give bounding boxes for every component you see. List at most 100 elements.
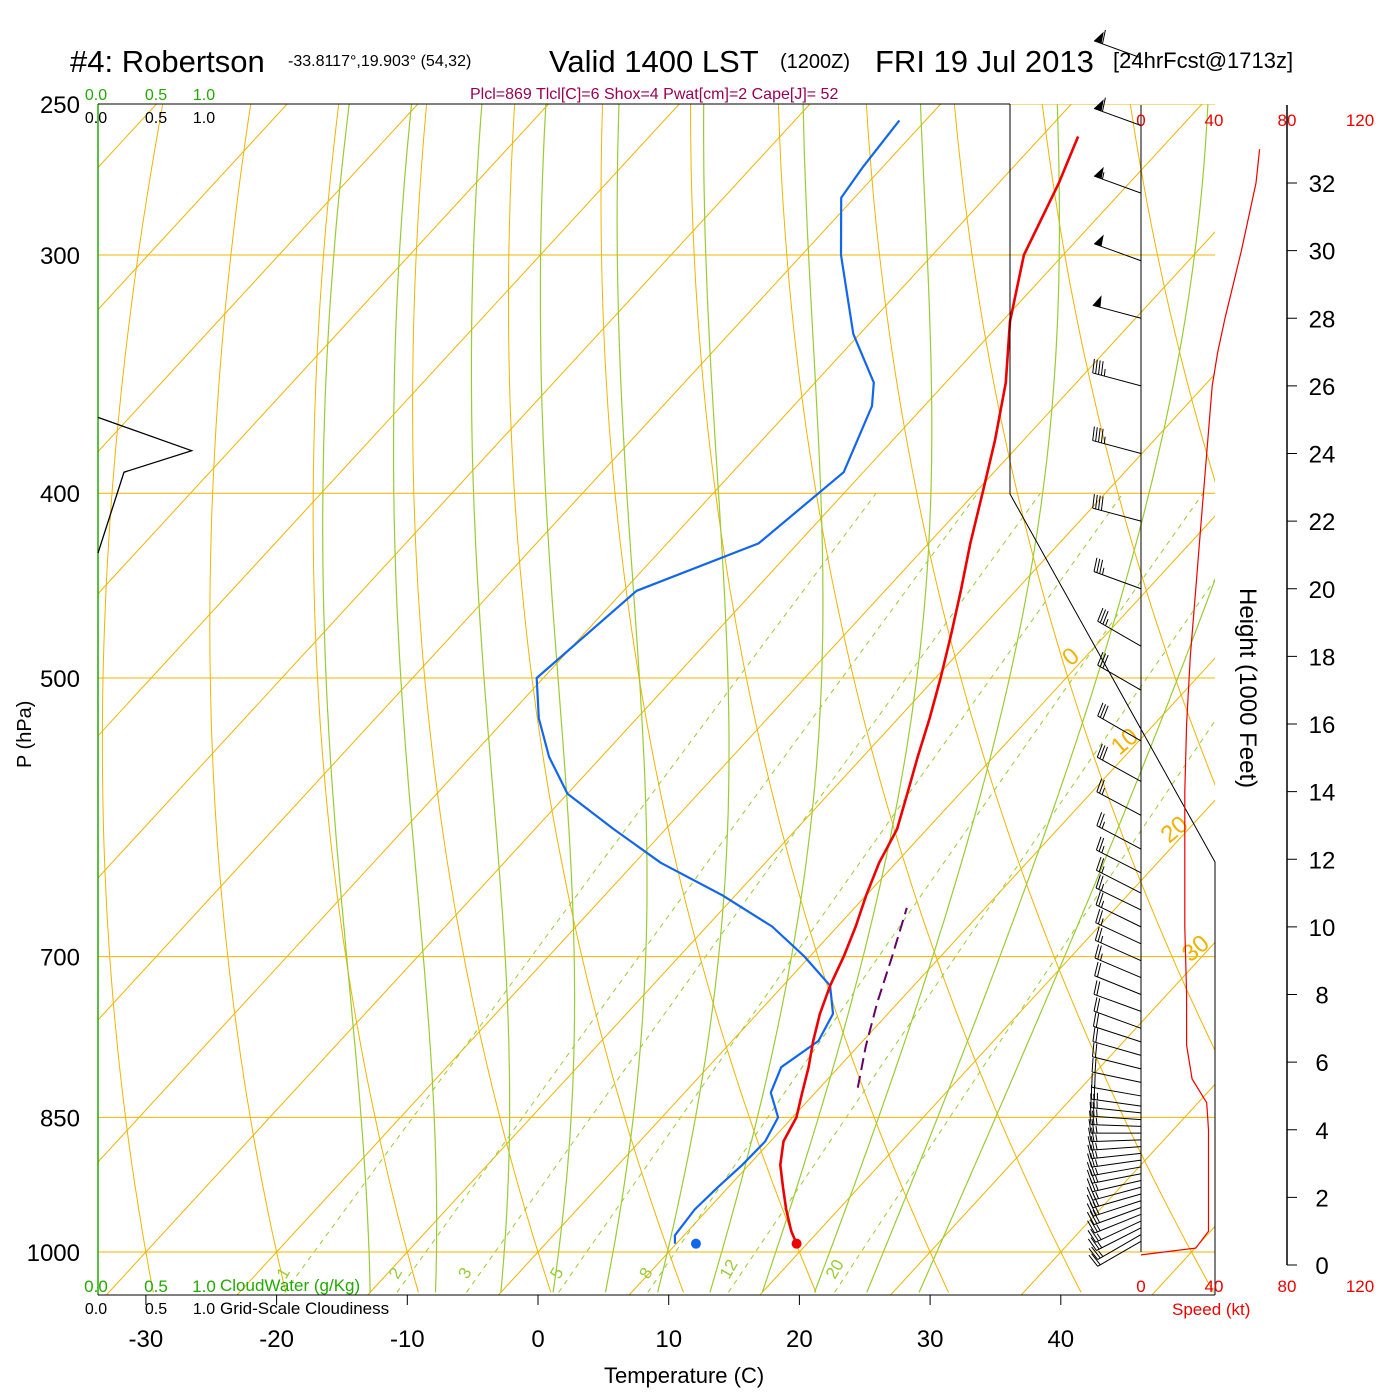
wind-barb xyxy=(1095,874,1142,911)
dry-adiabat-line xyxy=(508,104,684,1293)
barb-shaft xyxy=(1092,1179,1142,1193)
barb-full xyxy=(1101,29,1106,44)
barb-full xyxy=(1092,358,1095,373)
wind-barb xyxy=(1092,426,1142,454)
barb-half xyxy=(1101,567,1105,575)
cloudiness-profile xyxy=(97,416,194,554)
dry-adiabat-line xyxy=(312,104,419,1293)
barb-full xyxy=(1092,494,1095,509)
height-tick-label: 8 xyxy=(1315,983,1328,1010)
isotherm-line xyxy=(1151,1225,1215,1295)
mixing-ratio-line xyxy=(396,492,979,1293)
barb-shaft xyxy=(1092,440,1142,454)
barb-half xyxy=(1095,1183,1099,1191)
barb-full xyxy=(1088,1254,1099,1267)
barb-half xyxy=(1094,1167,1099,1175)
barb-full xyxy=(1095,874,1101,889)
barb-full xyxy=(1098,858,1105,872)
height-tick-label: 28 xyxy=(1309,306,1336,333)
barb-full xyxy=(1086,1169,1093,1184)
barb-full xyxy=(1092,1110,1095,1125)
barb-full xyxy=(1101,97,1106,112)
cloudiness-tick-bottom: 0.0 xyxy=(85,1301,107,1318)
pressure-tick-label: 850 xyxy=(40,1105,80,1132)
barb-shaft xyxy=(1092,507,1142,522)
isotherm-line xyxy=(105,104,1203,1295)
barb-half xyxy=(1095,1191,1099,1199)
barb-full xyxy=(1086,1194,1094,1208)
barb-half xyxy=(1097,1241,1103,1249)
barb-shaft xyxy=(1091,1107,1142,1114)
barb-full xyxy=(1091,1253,1101,1266)
height-tick-label: 22 xyxy=(1309,509,1336,536)
speed-tick-bottom: 80 xyxy=(1278,1277,1297,1296)
barb-shaft xyxy=(1092,304,1142,319)
barb-full xyxy=(1094,1058,1097,1073)
barb-half xyxy=(1103,368,1106,377)
barb-full xyxy=(1092,1027,1096,1042)
barb-half xyxy=(1105,618,1109,626)
wind-barb xyxy=(1097,702,1142,742)
barb-shaft xyxy=(1097,664,1142,691)
wind-panel: 0246810121416182022242628303200404080801… xyxy=(1086,29,1374,1296)
wind-barb xyxy=(1089,1101,1142,1121)
barb-half xyxy=(1098,1250,1104,1257)
barb-full xyxy=(1098,837,1105,852)
cloud-water-tick-top: 0.0 xyxy=(85,87,107,104)
barb-half xyxy=(1095,1175,1099,1183)
right-boundary-line xyxy=(1009,104,1216,1295)
barb-full xyxy=(1098,892,1104,907)
cloudiness-tick-top: 0.0 xyxy=(85,110,107,127)
barb-half xyxy=(1095,1142,1098,1150)
barb-shaft xyxy=(1092,1193,1142,1209)
pressure-tick-label: 700 xyxy=(40,945,80,972)
barb-half xyxy=(1096,1224,1101,1232)
dry-adiabat-line xyxy=(209,104,287,1293)
isotherm-line xyxy=(367,373,1215,1295)
isotherm-line xyxy=(98,104,1072,1163)
barb-full xyxy=(1095,1013,1100,1028)
barb-full xyxy=(1094,926,1100,941)
station-title: #4: Robertson xyxy=(70,44,265,79)
height-tick-label: 32 xyxy=(1309,171,1336,198)
mixing-ratio-label: 20 xyxy=(822,1256,848,1282)
height-tick-label: 16 xyxy=(1309,712,1336,739)
barb-shaft xyxy=(1092,372,1142,387)
barb-half xyxy=(1095,1134,1098,1142)
y-axis-title: P (hPa) xyxy=(14,701,36,768)
cloudiness-tick-top: 1.0 xyxy=(193,110,215,127)
isotherm-line xyxy=(890,941,1215,1295)
wind-barb xyxy=(1089,1110,1142,1127)
barb-half xyxy=(1100,953,1103,961)
barb-full xyxy=(1087,1144,1092,1159)
barb-full xyxy=(1095,494,1098,510)
barb-half xyxy=(1096,1233,1102,1240)
x-axis-title: Temperature (C) xyxy=(604,1363,764,1388)
wind-barb xyxy=(1087,1152,1142,1168)
dewpoint-trace xyxy=(535,119,901,1244)
barb-full xyxy=(1096,998,1101,1013)
height-tick-label: 18 xyxy=(1309,644,1336,671)
barb-full xyxy=(1097,651,1104,666)
cloud-water-label: CloudWater (g/Kg) xyxy=(220,1276,360,1295)
isotherm-line xyxy=(0,104,26,1295)
barb-full xyxy=(1098,428,1101,443)
barb-full xyxy=(1097,702,1104,717)
mixing-ratio-label: 3 xyxy=(454,1264,475,1282)
barb-full xyxy=(1095,359,1098,374)
dry-adiabat-line xyxy=(412,104,552,1293)
barb-shaft xyxy=(1093,1207,1142,1226)
cloudiness-tick-bottom: 0.5 xyxy=(145,1301,167,1318)
barb-shaft xyxy=(1091,1071,1142,1083)
barb-shaft xyxy=(1092,1056,1142,1070)
barb-full xyxy=(1092,1209,1101,1223)
wind-barb xyxy=(1094,961,1142,995)
isotherm-line xyxy=(236,231,1215,1295)
moist-adiabat-line xyxy=(657,104,730,1293)
wind-barb xyxy=(1093,166,1142,194)
barb-full xyxy=(1086,1186,1094,1201)
wind-barb xyxy=(1094,926,1142,962)
pressure-tick-label: 250 xyxy=(40,92,80,119)
